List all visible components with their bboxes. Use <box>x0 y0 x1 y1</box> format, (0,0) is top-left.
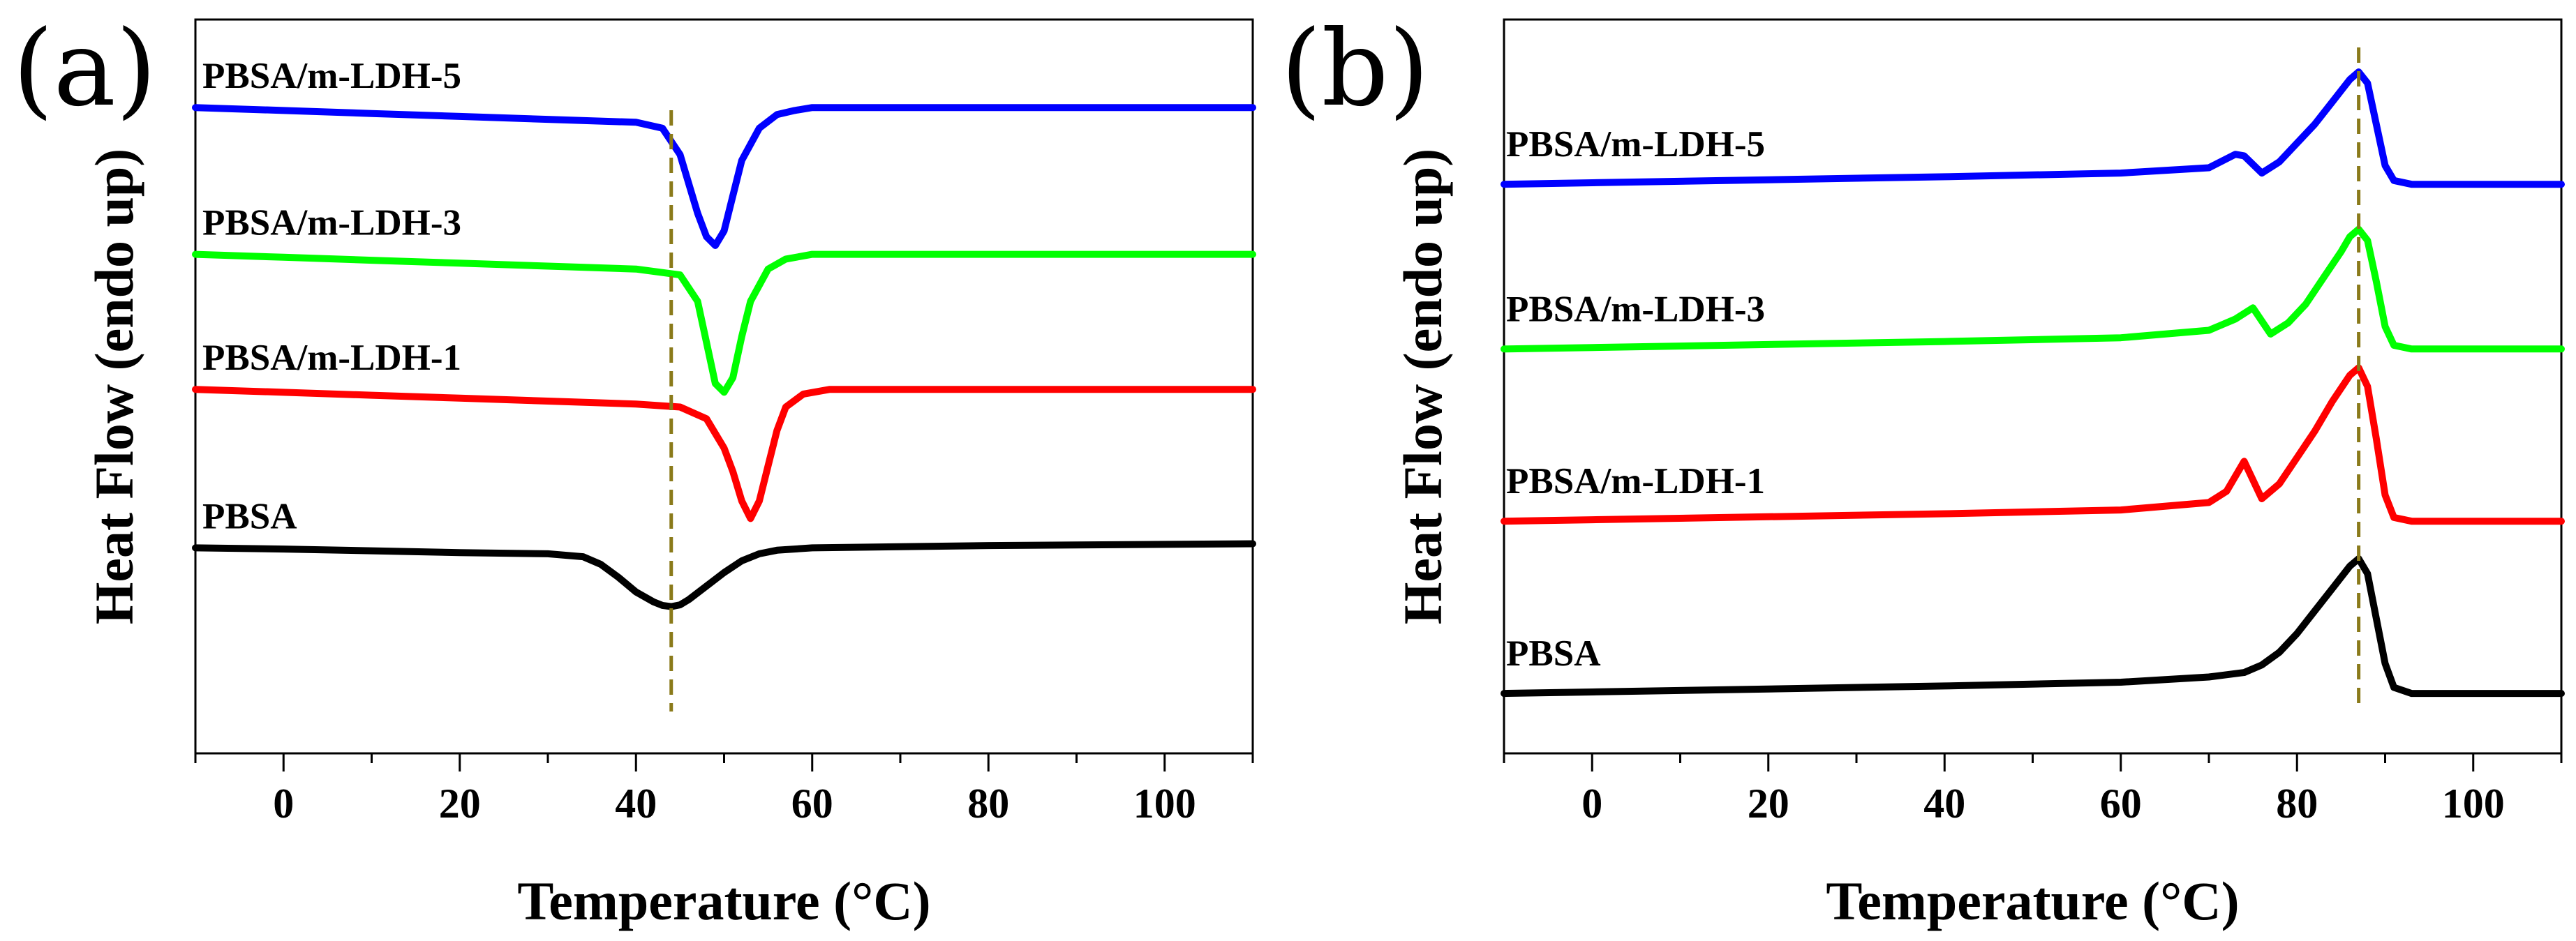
x-axis-title: Temperature (°C) <box>1826 871 2239 931</box>
series-label-pbsa-m-ldh-1: PBSA/m-LDH-1 <box>1506 461 1765 502</box>
x-tick-label: 0 <box>1581 781 1602 827</box>
x-tick-label: 60 <box>2100 781 2142 827</box>
series-label-pbsa-m-ldh-5: PBSA/m-LDH-5 <box>1506 124 1765 165</box>
x-tick-label: 40 <box>1923 781 1965 827</box>
series-line-pbsa-m-ldh-3 <box>192 250 1256 396</box>
x-tick-label: 80 <box>2276 781 2318 827</box>
x-tick-label: 40 <box>615 781 657 827</box>
panel-b: (b) 0 20 40 60 80 100 Temperature (°C) Heat Flow… <box>1281 8 2565 931</box>
panel-a: (a) 0 20 40 60 80 100 Temperature (°C) Heat Flow… <box>13 8 1256 931</box>
series-label-pbsa-m-ldh-3: PBSA/m-LDH-3 <box>202 203 461 243</box>
y-axis-title: Heat Flow (endo up) <box>84 149 144 625</box>
x-tick-label: 0 <box>273 781 294 827</box>
panel-label: (a) <box>13 8 156 130</box>
x-tick-label: 100 <box>1133 781 1196 827</box>
series-line-pbsa-m-ldh-1 <box>192 386 1256 522</box>
panel-label: (b) <box>1281 8 1429 130</box>
x-tick-label: 80 <box>967 781 1009 827</box>
x-tick-label: 20 <box>1748 781 1789 827</box>
x-tick-label: 100 <box>2442 781 2505 827</box>
series-line-pbsa <box>1501 555 2565 698</box>
series-label-pbsa-m-ldh-3: PBSA/m-LDH-3 <box>1506 289 1765 329</box>
series-label-pbsa: PBSA <box>202 496 297 536</box>
series-label-pbsa: PBSA <box>1506 633 1600 674</box>
y-axis-title: Heat Flow (endo up) <box>1392 149 1453 625</box>
series-line-pbsa-m-ldh-1 <box>1501 364 2565 525</box>
series-line-pbsa <box>192 540 1256 610</box>
series-label-pbsa-m-ldh-5: PBSA/m-LDH-5 <box>202 56 461 96</box>
series-line-pbsa-m-ldh-5 <box>1501 68 2565 188</box>
series-line-pbsa-m-ldh-5 <box>192 104 1256 249</box>
series-line-pbsa-m-ldh-3 <box>1501 225 2565 353</box>
x-tick-label: 20 <box>439 781 481 827</box>
x-tick-label: 60 <box>791 781 833 827</box>
series-label-pbsa-m-ldh-1: PBSA/m-LDH-1 <box>202 338 461 378</box>
x-axis-title: Temperature (°C) <box>517 871 930 931</box>
